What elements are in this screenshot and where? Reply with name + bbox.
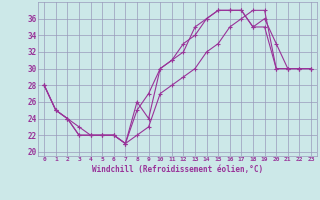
X-axis label: Windchill (Refroidissement éolien,°C): Windchill (Refroidissement éolien,°C) — [92, 165, 263, 174]
